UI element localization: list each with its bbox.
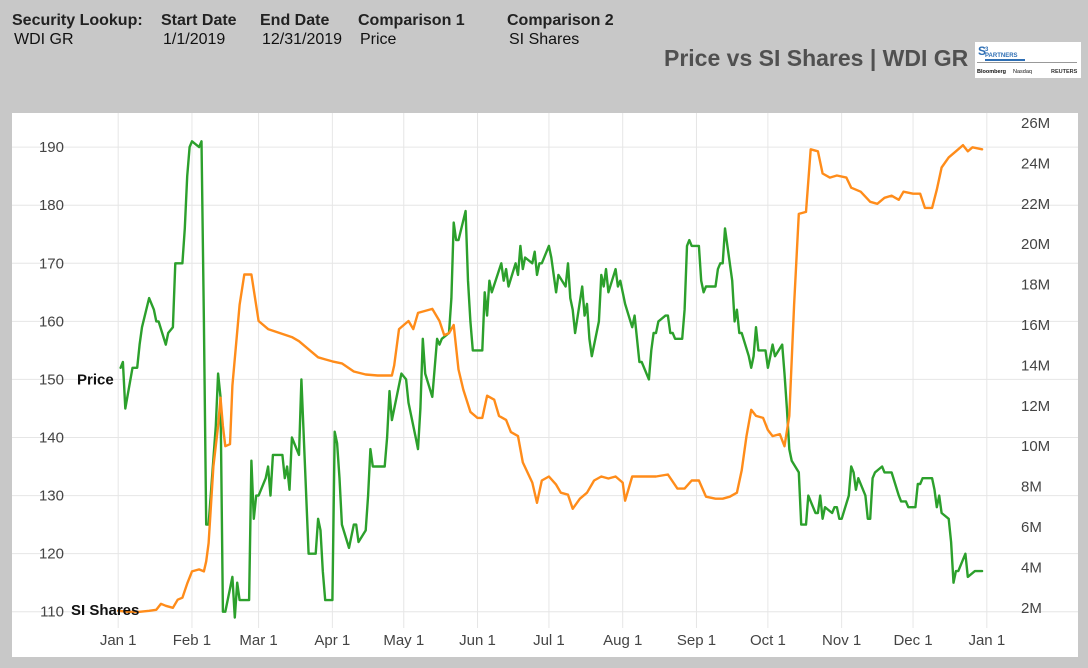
end-date-field: End Date 12/31/2019 <box>260 12 342 49</box>
comparison-1-value[interactable]: Price <box>360 31 397 48</box>
x-tick-label: Feb 1 <box>173 632 211 649</box>
price-series-label: Price <box>77 371 114 388</box>
y-left-tick-label: 130 <box>39 488 64 505</box>
series-lines <box>116 140 984 619</box>
y-right-tick-label: 14M <box>1021 357 1050 374</box>
x-tick-label: Oct 1 <box>750 632 786 649</box>
y-left-tick-label: 180 <box>39 197 64 214</box>
end-date-value[interactable]: 12/31/2019 <box>262 31 343 48</box>
svg-text:PARTNERS: PARTNERS <box>985 53 1018 59</box>
x-tick-label: May 1 <box>383 632 424 649</box>
comparison-2-label: Comparison 2 <box>507 12 614 29</box>
start-date-value[interactable]: 1/1/2019 <box>163 31 226 48</box>
si-shares-series-label: SI Shares <box>71 602 139 619</box>
si-shares-line <box>116 144 984 613</box>
y-right-tick-label: 4M <box>1021 559 1042 576</box>
axis-ticks: 110 120 130 140 150 160 170 180 190 2M 4M 6M 8M 10M 12… <box>39 115 1050 649</box>
y-right-tick-label: 16M <box>1021 317 1050 334</box>
y-right-tick-label: 22M <box>1021 196 1050 213</box>
x-tick-label: Sep 1 <box>677 632 716 649</box>
y-left-tick-label: 120 <box>39 546 64 563</box>
security-lookup-value[interactable]: WDI GR <box>14 31 74 48</box>
start-date-field: Start Date 1/1/2019 <box>161 12 237 49</box>
x-tick-label: Dec 1 <box>893 632 932 649</box>
x-tick-label: Jun 1 <box>459 632 496 649</box>
chart-panel: 110 120 130 140 150 160 170 180 190 2M 4M 6M 8M 10M 12… <box>12 113 1078 657</box>
comparison-1-label: Comparison 1 <box>358 12 465 29</box>
security-lookup-field: Security Lookup: WDI GR <box>12 12 143 49</box>
y-right-tick-label: 20M <box>1021 236 1050 253</box>
price-vs-si-chart: 110 120 130 140 150 160 170 180 190 2M 4M 6M 8M 10M 12… <box>12 113 1078 649</box>
series-tags: Price SI Shares <box>71 371 139 619</box>
x-tick-label: Aug 1 <box>603 632 642 649</box>
end-date-label: End Date <box>260 12 330 29</box>
svg-text:3: 3 <box>985 47 989 53</box>
y-right-tick-label: 18M <box>1021 277 1050 294</box>
y-left-tick-label: 170 <box>39 255 64 272</box>
y-right-tick-label: 26M <box>1021 115 1050 132</box>
y-right-tick-label: 8M <box>1021 479 1042 496</box>
security-lookup-label: Security Lookup: <box>12 12 143 29</box>
svg-text:Bloomberg: Bloomberg <box>977 69 1006 75</box>
chart-title: Price vs SI Shares | WDI GR <box>664 45 969 71</box>
x-tick-label: Nov 1 <box>822 632 861 649</box>
svg-text:Nasdaq: Nasdaq <box>1013 69 1032 75</box>
y-right-tick-label: 24M <box>1021 155 1050 172</box>
y-right-tick-label: 12M <box>1021 398 1050 415</box>
svg-text:S: S <box>978 44 986 58</box>
x-tick-label: Mar 1 <box>239 632 277 649</box>
comparison-2-field: Comparison 2 SI Shares <box>507 12 614 49</box>
y-right-tick-label: 2M <box>1021 600 1042 617</box>
comparison-2-value[interactable]: SI Shares <box>509 31 580 48</box>
y-left-tick-label: 160 <box>39 313 64 330</box>
comparison-1-field: Comparison 1 Price <box>358 12 465 49</box>
price-line <box>119 140 984 619</box>
y-right-tick-label: 6M <box>1021 519 1042 536</box>
y-left-tick-label: 150 <box>39 371 64 388</box>
y-left-tick-label: 190 <box>39 139 64 156</box>
y-left-tick-label: 140 <box>39 430 64 447</box>
start-date-label: Start Date <box>161 12 237 29</box>
svg-text:REUTERS: REUTERS <box>1051 69 1078 75</box>
x-tick-label: Jan 1 <box>968 632 1005 649</box>
x-tick-label: Jan 1 <box>100 632 137 649</box>
y-right-tick-label: 10M <box>1021 438 1050 455</box>
y-left-tick-label: 110 <box>40 604 64 621</box>
x-tick-label: Apr 1 <box>314 632 350 649</box>
x-tick-label: Jul 1 <box>533 632 565 649</box>
s3-partners-logo: S 3 PARTNERS Bloomberg Nasdaq REUTERS <box>975 42 1081 78</box>
chart-grid <box>12 113 1078 628</box>
